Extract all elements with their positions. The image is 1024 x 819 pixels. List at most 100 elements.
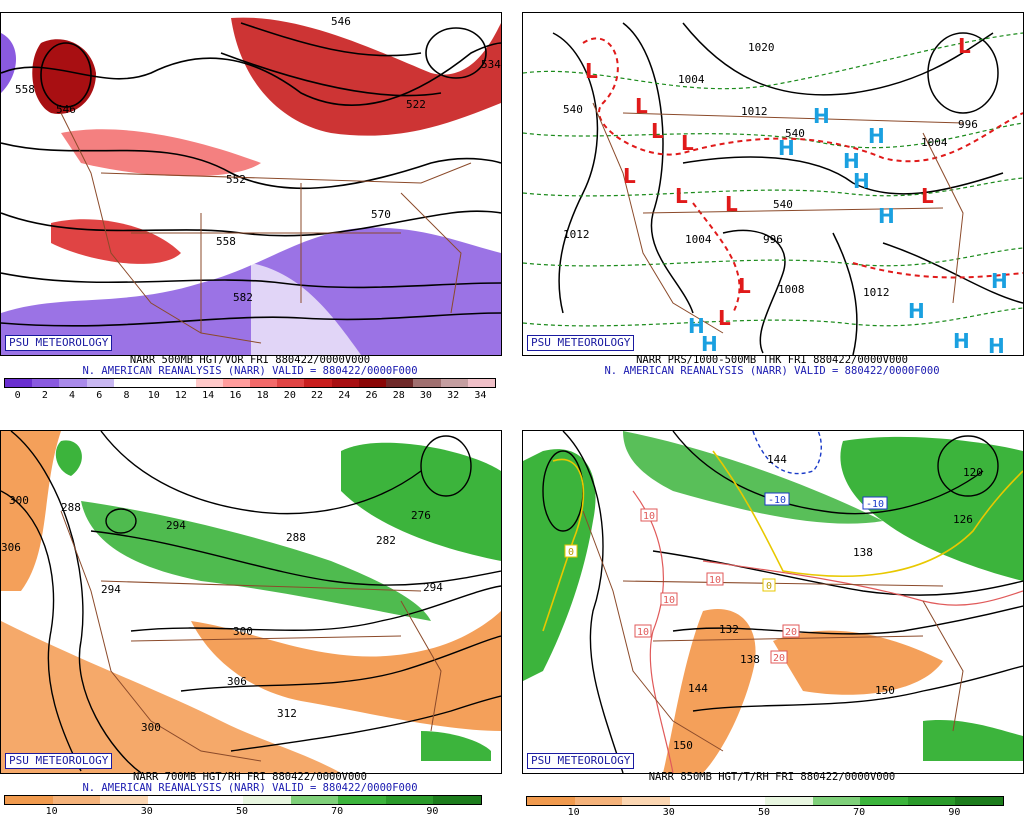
contour-label: 300 — [9, 494, 29, 507]
colorbar-tick-label: 70 — [853, 807, 866, 818]
rh-dry-area — [663, 609, 756, 773]
colorbar-tick-label: 0 — [14, 390, 21, 401]
temp-label-box: 0 — [762, 578, 776, 592]
colorbar-swatch — [385, 796, 434, 804]
contour-label: 144 — [767, 453, 787, 466]
map-700mb: 300 288 294 288 282 276 294 294 300 306 … — [0, 430, 502, 774]
colorbar-swatch — [358, 379, 387, 387]
colorbar-tick-label: 8 — [123, 390, 130, 401]
panel-title: NARR 850MB HGT/T/RH FRI 880422/0000V000 — [648, 771, 896, 783]
panel-sfc-pressure-thickness: 1020 1004 1012 540 996 1004 1012 996 100… — [522, 12, 1024, 402]
rh-moist-area — [923, 719, 1023, 761]
panel-700mb-rh: 300 288 294 288 282 276 294 294 300 306 … — [0, 430, 502, 819]
low-pressure-center: L — [958, 34, 971, 58]
contour-label: 126 — [953, 513, 973, 526]
panel-title: NARR 500MB HGT/VOR FRI 880422/0000V000 — [129, 354, 371, 366]
low-pressure-center: L — [675, 184, 688, 208]
rh-dry-area — [1, 621, 341, 773]
colorbar-swatch — [717, 797, 765, 805]
colorbar-ticks: 0 2 4 6 8 10 12 14 16 18 20 22 24 26 28 30 32 34 — [4, 390, 494, 402]
contour-label: 294 — [423, 581, 443, 594]
panel-850mb-t-rh: 144 126 138 132 138 144 150 150 120 -10 … — [522, 430, 1024, 819]
high-pressure-center: H — [991, 269, 1008, 293]
colorbar-swatch — [113, 379, 142, 387]
contour-label: 546 — [331, 15, 351, 28]
isobar-label: 1012 — [741, 105, 768, 118]
low-pressure-center: L — [725, 192, 738, 216]
vort-neg-area — [1, 33, 16, 93]
colorbar-tick-label: 2 — [41, 390, 48, 401]
colorbar-tick-label: 12 — [174, 390, 187, 401]
colorbar-swatch — [440, 379, 468, 387]
contour-label: 294 — [101, 583, 121, 596]
panel-title: NARR PRS/1000-500MB THK FRI 880422/0000V… — [636, 354, 908, 366]
colorbar-tick-label: 20 — [283, 390, 296, 401]
panel-subtitle: N. AMERICAN REANALYSIS (NARR) VALID = 88… — [82, 782, 418, 794]
colorbar-swatch — [622, 797, 670, 805]
colorbar-tick-label: 30 — [140, 806, 153, 817]
colorbar-swatch — [59, 379, 87, 387]
thickness-label: 540 — [773, 198, 793, 211]
colorbar-tick-label: 22 — [311, 390, 324, 401]
rh-moist-area — [55, 440, 82, 476]
rh-moist-area — [341, 442, 501, 561]
colorbar-swatch — [5, 796, 53, 804]
colorbar-swatch — [669, 797, 718, 805]
temp-label: 0 — [568, 547, 574, 558]
high-pressure-center: H — [988, 334, 1005, 355]
colorbar-swatch — [52, 796, 101, 804]
contour-label: 546 — [56, 103, 76, 116]
rh-dry-area — [773, 630, 943, 695]
map-850mb: 144 126 138 132 138 144 150 150 120 -10 … — [522, 430, 1024, 774]
contour-label: 276 — [411, 509, 431, 522]
psu-logo: PSU METEOROLOGY — [5, 335, 113, 351]
contour-label: 282 — [376, 534, 396, 547]
isobar-label: 996 — [763, 233, 783, 246]
isobar-label: 1004 — [685, 233, 712, 246]
low-pressure-center: L — [718, 306, 731, 330]
low-pressure-center: L — [921, 184, 934, 208]
psu-logo: PSU METEOROLOGY — [5, 753, 113, 769]
colorbar-swatch — [527, 797, 575, 805]
map-sfc-pressure: 1020 1004 1012 540 996 1004 1012 996 100… — [522, 12, 1024, 356]
high-pressure-center: H — [868, 124, 885, 148]
isobar-label: 1004 — [678, 73, 705, 86]
rh-moist-area — [523, 449, 596, 681]
thickness-label: 540 — [563, 103, 583, 116]
thickness-label: 540 — [785, 127, 805, 140]
isobar-label: 1004 — [921, 136, 948, 149]
colorbar-swatch — [168, 379, 196, 387]
colorbar-swatch — [222, 379, 250, 387]
colorbar-swatch — [467, 379, 495, 387]
colorbar-swatch — [141, 379, 169, 387]
contour-label: 552 — [226, 173, 246, 186]
high-pressure-center: H — [688, 314, 705, 338]
colorbar-tick-label: 26 — [365, 390, 378, 401]
colorbar-vorticity — [4, 378, 496, 388]
vort-pos-area — [51, 219, 181, 264]
isobar-label: 1012 — [563, 228, 590, 241]
contour-label: 150 — [875, 684, 895, 697]
panel-500mb-vorticity: 558 546 534 522 552 558 570 582 546 PSU … — [0, 12, 502, 402]
contour-label: 120 — [963, 466, 983, 479]
colorbar-tick-label: 16 — [229, 390, 242, 401]
colorbar-swatch — [147, 796, 196, 804]
map-850mb-svg: 144 126 138 132 138 144 150 150 120 -10 … — [523, 431, 1023, 773]
map-sfc-svg: 1020 1004 1012 540 996 1004 1012 996 100… — [523, 22, 1023, 355]
isobar-label: 1012 — [863, 286, 890, 299]
colorbar-tick-label: 30 — [419, 390, 432, 401]
low-pressure-center: L — [681, 131, 694, 155]
temp-label-box: 10 — [706, 572, 724, 586]
temp-label-box: 10 — [640, 508, 658, 522]
colorbar-swatch — [574, 797, 623, 805]
colorbar-tick-label: 32 — [447, 390, 460, 401]
rh-dry-area — [191, 611, 501, 731]
contour-label: 558 — [216, 235, 236, 248]
colorbar-swatch — [331, 379, 359, 387]
contour-label: 132 — [719, 623, 739, 636]
temp-label-box: 20 — [770, 650, 788, 664]
colorbar-swatch — [242, 796, 291, 804]
colorbar-swatch — [860, 797, 908, 805]
contour-label: 144 — [688, 682, 708, 695]
panel-subtitle: N. AMERICAN REANALYSIS (NARR) VALID = 88… — [604, 365, 940, 377]
